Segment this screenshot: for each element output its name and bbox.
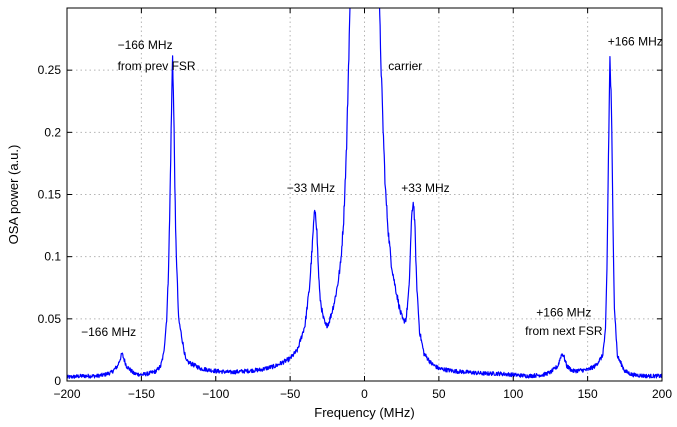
y-axis-title: OSA power (a.u.)	[6, 145, 21, 245]
axis-ticks: −200 −150 −100 −50 0 50 100 150 200 0 0.05 0.1 0.15 0…	[38, 8, 672, 401]
peak-annotation: from prev FSR	[118, 59, 196, 73]
annotations: −166 MHz from prev FSR carrier +166 MHz −33 …	[81, 34, 663, 339]
peak-annotation: −33 MHz	[287, 181, 335, 195]
peak-annotation: −166 MHz	[118, 38, 173, 52]
x-tick-label: 50	[432, 387, 446, 401]
grid-lines	[67, 8, 662, 381]
x-tick-label: 150	[578, 387, 598, 401]
x-tick-label: −100	[202, 387, 229, 401]
peak-annotation: from next FSR	[525, 324, 603, 338]
peak-annotation: −166 MHz	[81, 325, 136, 339]
x-tick-label: 200	[652, 387, 672, 401]
x-axis-title: Frequency (MHz)	[314, 405, 414, 420]
peak-annotation: carrier	[388, 59, 422, 73]
x-tick-label: −50	[280, 387, 301, 401]
peak-annotation: +166 MHz	[536, 305, 591, 319]
peak-annotation: +33 MHz	[401, 181, 449, 195]
y-tick-label: 0.05	[38, 312, 62, 326]
x-tick-label: −200	[53, 387, 80, 401]
x-tick-label: 100	[503, 387, 523, 401]
y-tick-label: 0.1	[44, 250, 61, 264]
x-tick-label: −150	[128, 387, 155, 401]
y-tick-label: 0.15	[38, 188, 62, 202]
peak-annotation: +166 MHz	[608, 34, 663, 48]
x-tick-label: 0	[361, 387, 368, 401]
y-tick-label: 0.2	[44, 125, 61, 139]
y-tick-label: 0	[54, 374, 61, 388]
spectrum-series-line	[67, 8, 662, 379]
y-tick-label: 0.25	[38, 63, 62, 77]
